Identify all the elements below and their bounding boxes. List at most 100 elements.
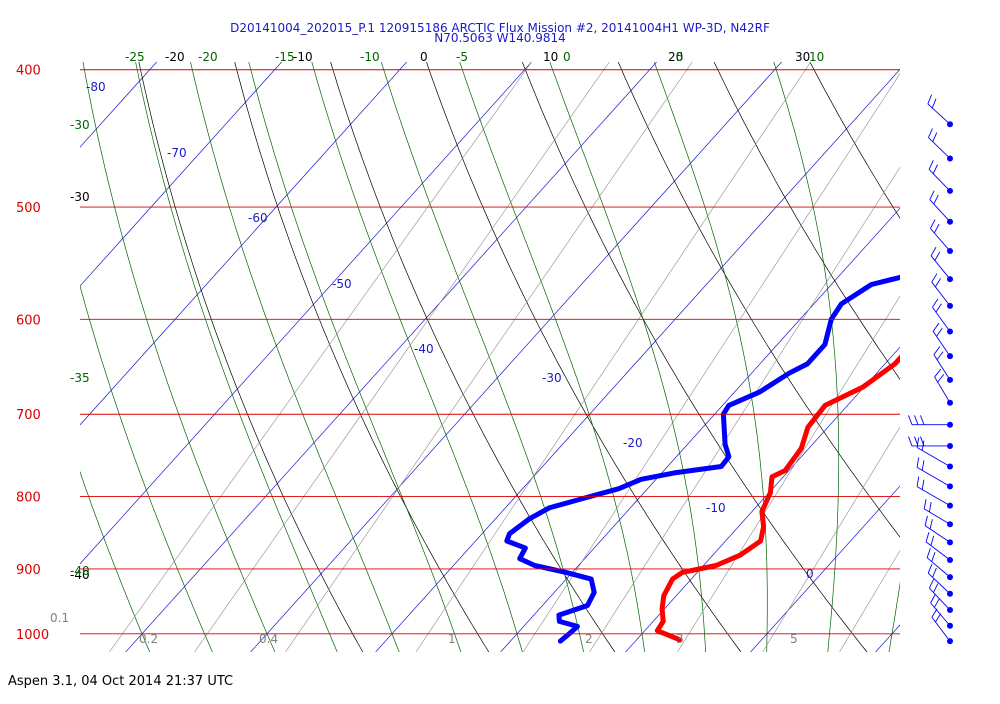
dry-adiabat-line [906, 62, 1000, 652]
dry-adiabat-side-label: -30 [70, 190, 90, 204]
dry-adiabat-line [331, 62, 615, 652]
moist-adiabat-line [654, 62, 767, 652]
moist-adiabat-side-label: -35 [70, 371, 90, 385]
moist-adiabat-label: -20 [198, 50, 218, 64]
wind-barb-feather [930, 220, 935, 229]
dry-adiabat-line [618, 62, 993, 652]
footer-timestamp: Aspen 3.1, 04 Oct 2014 21:37 UTC [8, 674, 233, 689]
wind-barb-feather [934, 195, 938, 204]
moist-adiabat-line [774, 62, 839, 652]
wind-barb-feather [933, 568, 937, 577]
wind-barb-shaft [924, 509, 950, 524]
wind-barb-feather [914, 415, 918, 424]
wind-barb-feather [934, 224, 939, 233]
isotherm-line [751, 62, 1000, 652]
wind-barb-shaft [928, 138, 950, 159]
chart-subtitle: N70.5063 W140.9814 [434, 31, 566, 45]
moist-adiabat-side-label: -30 [70, 118, 90, 132]
dry-adiabat-line [810, 62, 1000, 652]
mixing-ratio-label: 0.1 [50, 611, 69, 625]
dry-adiabat-label: 0 [420, 50, 428, 64]
wind-barb-shaft [930, 200, 950, 222]
plot-area [0, 62, 1000, 652]
wind-barb-feather [935, 614, 940, 622]
wind-barb-shaft [931, 256, 950, 279]
wind-barb-feather [931, 536, 934, 546]
moist-adiabat-side-label: -40 [70, 564, 90, 578]
moist-adiabat-line [889, 62, 925, 652]
dry-adiabat-label: -20 [165, 50, 185, 64]
wind-barb-feather [935, 252, 940, 261]
wind-barb-feather [929, 579, 933, 588]
wind-barb-feather [936, 304, 941, 312]
wind-barb-feather [932, 299, 937, 307]
wind-barb-feather [924, 499, 926, 509]
wind-barb-feather [932, 552, 935, 561]
wind-barb-shaft [929, 169, 950, 191]
wind-barb-shaft [930, 228, 950, 251]
isotherm-label: -50 [332, 277, 352, 291]
wind-barb-feather [928, 95, 932, 104]
wind-barb-shaft [932, 617, 950, 641]
isotherm-label: -10 [706, 501, 726, 515]
moist-adiabat-label: -15 [275, 50, 295, 64]
wind-barb-shaft [932, 282, 950, 306]
pressure-tick-label: 400 [16, 64, 41, 79]
moist-adiabat-line [460, 62, 645, 652]
wind-barb-feather [929, 502, 931, 512]
pressure-tick-label: 500 [16, 201, 41, 216]
wind-barb-feather [933, 584, 937, 593]
wind-barb-feather [929, 160, 933, 169]
dry-adiabat-label: 10 [543, 50, 558, 64]
isotherm-line [126, 62, 657, 652]
pressure-tick-label: 600 [16, 313, 41, 328]
dry-adiabat-line [427, 62, 741, 652]
mixing-ratio-line [286, 62, 693, 652]
wind-barb-feather [908, 437, 912, 446]
moist-adiabat-label: 0 [563, 50, 571, 64]
mixing-ratio-label: 2 [585, 632, 593, 646]
wind-barb-shaft [928, 104, 950, 124]
wind-barb-feather [930, 519, 932, 529]
mixing-ratio-label: 5 [790, 632, 798, 646]
wind-barb-feather [922, 480, 924, 490]
isotherm-label: -80 [86, 80, 106, 94]
moist-adiabat-line [191, 62, 400, 652]
dry-adiabat-label: -10 [293, 50, 313, 64]
pressure-tick-label: 1000 [16, 628, 49, 643]
wind-barb-feather [931, 247, 936, 256]
wind-barb-feather [922, 460, 924, 470]
isotherm-label: -20 [623, 436, 643, 450]
moist-adiabat-label: -10 [360, 50, 380, 64]
mixing-ratio-line [195, 62, 610, 652]
isotherm-label: -30 [542, 371, 562, 385]
wind-barb-feather [933, 165, 937, 174]
wind-barb-feather [935, 369, 941, 377]
dewpoint-profile-line [507, 169, 966, 641]
wind-barb-feather [937, 328, 943, 336]
pressure-tick-label: 900 [16, 563, 41, 578]
moist-adiabat-label: -5 [456, 50, 468, 64]
mixing-ratio-line [590, 62, 968, 652]
wind-barb-feather [928, 564, 932, 573]
isotherm-label: -60 [248, 211, 268, 225]
mixing-ratio-line [840, 62, 1000, 652]
wind-barb-feather [938, 374, 944, 382]
wind-barb-feather [933, 323, 939, 331]
wind-barb-feather [927, 548, 930, 557]
mixing-ratio-label: 0.2 [139, 632, 158, 646]
moist-adiabat-label: -25 [125, 50, 145, 64]
wind-barb-feather [917, 457, 919, 467]
pressure-tick-label: 700 [16, 408, 41, 423]
isotherm-label: -70 [167, 146, 187, 160]
isotherm-line [501, 62, 1000, 652]
wind-barb-feather [935, 278, 940, 287]
moist-adiabat-line [312, 62, 523, 652]
moist-adiabat-line [136, 62, 338, 652]
moist-adiabat-line [550, 62, 706, 652]
dry-adiabat-line [235, 62, 489, 652]
wind-barb-feather [914, 437, 918, 446]
wind-barb-feather [928, 128, 932, 137]
moist-adiabat-label: 10 [809, 50, 824, 64]
